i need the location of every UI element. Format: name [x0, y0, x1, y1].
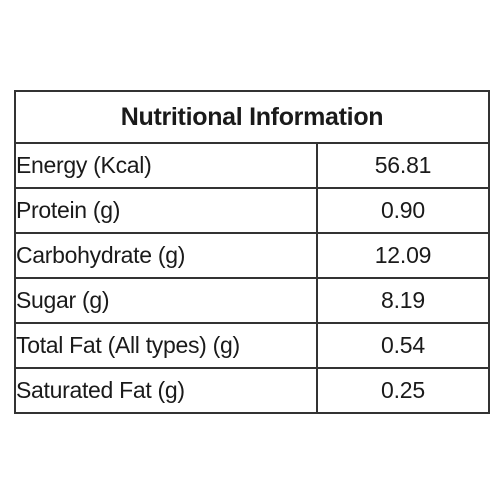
- table-row: Saturated Fat (g) 0.25: [14, 367, 490, 414]
- nutrient-value: 12.09: [316, 232, 490, 279]
- nutrient-value: 8.19: [316, 277, 490, 324]
- nutrient-label: Total Fat (All types) (g): [14, 322, 318, 369]
- nutrient-label: Sugar (g): [14, 277, 318, 324]
- nutrient-label: Energy (Kcal): [14, 142, 318, 189]
- table-title: Nutritional Information: [14, 90, 490, 144]
- table-row: Protein (g) 0.90: [14, 187, 490, 234]
- table-header-row: Nutritional Information: [14, 90, 490, 144]
- table-row: Energy (Kcal) 56.81: [14, 142, 490, 189]
- nutrient-label: Saturated Fat (g): [14, 367, 318, 414]
- nutrient-value: 56.81: [316, 142, 490, 189]
- nutrient-value: 0.25: [316, 367, 490, 414]
- nutrition-table: Nutritional Information Energy (Kcal) 56…: [14, 90, 490, 414]
- nutrient-label: Carbohydrate (g): [14, 232, 318, 279]
- table-row: Sugar (g) 8.19: [14, 277, 490, 324]
- nutrient-label: Protein (g): [14, 187, 318, 234]
- nutrient-value: 0.54: [316, 322, 490, 369]
- table-row: Total Fat (All types) (g) 0.54: [14, 322, 490, 369]
- nutrient-value: 0.90: [316, 187, 490, 234]
- table-row: Carbohydrate (g) 12.09: [14, 232, 490, 279]
